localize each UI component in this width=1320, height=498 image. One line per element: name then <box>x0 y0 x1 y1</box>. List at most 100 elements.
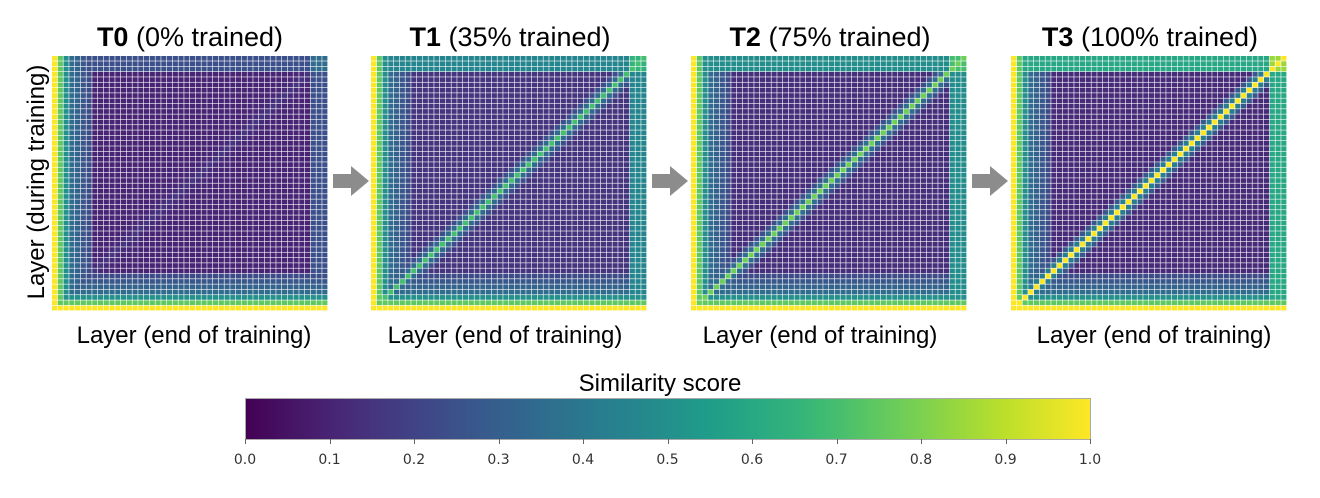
heatmap-cell <box>282 151 288 157</box>
heatmap-cell <box>468 273 474 279</box>
heatmap-cell <box>155 284 161 290</box>
heatmap-cell <box>75 135 81 141</box>
heatmap-cell <box>440 194 446 199</box>
heatmap-cell <box>144 204 150 210</box>
heatmap-cell <box>624 188 630 194</box>
heatmap-cell <box>138 98 144 104</box>
heatmap-cell <box>155 77 161 82</box>
heatmap-cell <box>909 56 915 61</box>
heatmap-cell <box>138 103 144 109</box>
heatmap-cell <box>566 226 572 231</box>
heatmap-cell <box>270 162 276 167</box>
heatmap-cell <box>572 135 578 141</box>
heatmap-cell <box>316 204 322 210</box>
heatmap-cell <box>195 151 201 157</box>
heatmap-cell <box>109 130 115 136</box>
heatmap-cell <box>241 135 247 141</box>
heatmap-cell <box>514 162 520 167</box>
heatmap-cell <box>474 98 480 104</box>
heatmap-cell <box>618 273 624 279</box>
heatmap-cell <box>167 66 173 72</box>
heatmap-cell <box>195 125 201 130</box>
heatmap-cell <box>155 135 161 141</box>
heatmap-cell <box>178 66 184 72</box>
heatmap-cell <box>618 268 624 274</box>
heatmap-cell <box>69 178 75 183</box>
heatmap-cell <box>572 273 578 279</box>
heatmap-cell <box>80 156 86 162</box>
heatmap-cell <box>201 156 207 162</box>
heatmap-cell <box>247 226 253 231</box>
heatmap-cell <box>537 300 543 306</box>
heatmap-cell <box>514 231 520 237</box>
heatmap-cell <box>264 210 270 215</box>
heatmap-cell <box>411 257 417 263</box>
heatmap-cell <box>218 135 224 141</box>
heatmap-cell <box>382 279 388 284</box>
heatmap-cell <box>382 109 388 114</box>
heatmap-cell <box>595 71 601 77</box>
heatmap-cell <box>253 215 259 221</box>
heatmap-cell <box>440 66 446 72</box>
heatmap-cell <box>132 93 138 98</box>
heatmap-cell <box>468 231 474 237</box>
heatmap-cell <box>388 295 394 300</box>
heatmap-cell <box>190 215 196 221</box>
heatmap-cell <box>161 300 167 306</box>
heatmap-cell <box>915 71 921 77</box>
heatmap-cell <box>287 279 293 284</box>
heatmap-cell <box>794 93 800 98</box>
heatmap-cell <box>259 103 265 109</box>
heatmap-cell <box>903 77 909 82</box>
heatmap-cell <box>560 284 566 290</box>
heatmap-cell <box>230 210 236 215</box>
heatmap-cell <box>612 300 618 306</box>
heatmap-cell <box>155 236 161 242</box>
heatmap-cell <box>748 71 754 77</box>
heatmap-cell <box>405 66 411 72</box>
heatmap-cell <box>218 220 224 226</box>
heatmap-cell <box>230 236 236 242</box>
heatmap-cell <box>399 156 405 162</box>
heatmap-cell <box>566 284 572 290</box>
heatmap-cell <box>635 146 641 152</box>
heatmap-cell <box>371 172 377 178</box>
heatmap-cell <box>514 109 520 114</box>
heatmap-cell <box>57 279 63 284</box>
heatmap-cell <box>190 284 196 290</box>
heatmap-cell <box>417 103 423 109</box>
heatmap-cell <box>310 125 316 130</box>
heatmap-cell <box>560 220 566 226</box>
heatmap-cell <box>566 93 572 98</box>
heatmap-cell <box>497 194 503 199</box>
heatmap-cell <box>629 263 635 268</box>
heatmap-cell <box>241 263 247 268</box>
heatmap-cell <box>555 125 561 130</box>
heatmap-cell <box>270 300 276 306</box>
heatmap-cell <box>606 305 612 311</box>
heatmap-cell <box>253 135 259 141</box>
heatmap-cell <box>394 199 400 205</box>
heatmap-cell <box>641 98 647 104</box>
heatmap-cell <box>69 98 75 104</box>
heatmap-cell <box>514 125 520 130</box>
heatmap-cell <box>696 61 702 67</box>
heatmap-cell <box>468 98 474 104</box>
heatmap-cell <box>190 146 196 152</box>
heatmap-cell <box>52 199 58 205</box>
heatmap-cell <box>491 183 497 189</box>
heatmap-cell <box>178 263 184 268</box>
heatmap-cell <box>491 268 497 274</box>
heatmap-cell <box>388 305 394 311</box>
heatmap-cell <box>578 125 584 130</box>
heatmap-cell <box>80 135 86 141</box>
heatmap-cell <box>287 178 293 183</box>
heatmap-cell <box>371 220 377 226</box>
heatmap-cell <box>144 241 150 247</box>
heatmap-cell <box>595 194 601 199</box>
heatmap-cell <box>57 295 63 300</box>
heatmap-cell <box>115 135 121 141</box>
heatmap-cell <box>149 61 155 67</box>
heatmap-cell <box>691 87 697 93</box>
heatmap-cell <box>236 130 242 136</box>
